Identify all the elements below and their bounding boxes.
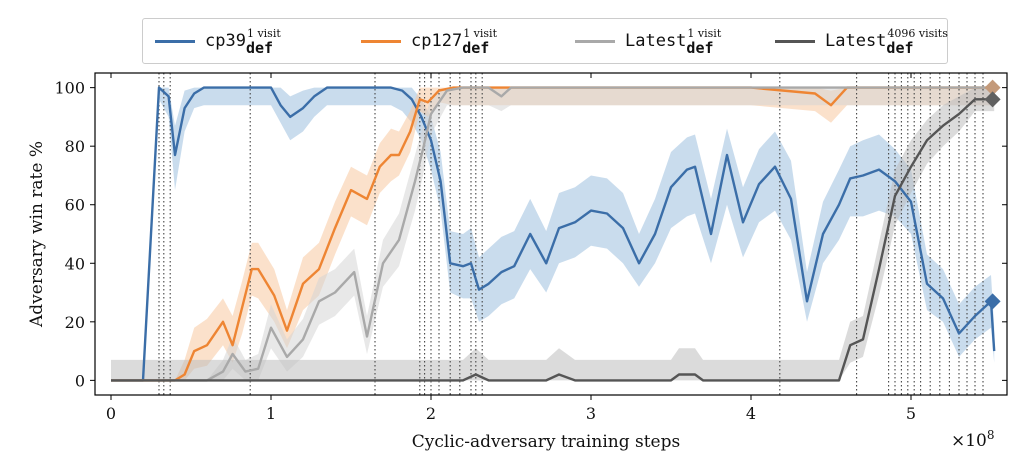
x-tick-label: 0 <box>106 404 116 423</box>
end-marker <box>984 91 1001 108</box>
end-marker <box>984 79 1001 96</box>
series-line-latest-4096 <box>111 98 995 382</box>
y-axis-label: Adversary win rate % <box>27 141 47 328</box>
checkpoint-lines <box>158 73 984 395</box>
series-line-cp127 <box>111 86 995 382</box>
legend-swatch-cp127 <box>361 39 401 43</box>
legend-label-cp39: cp39 <box>205 31 246 51</box>
x-axis-label: Cyclic-adversary training steps <box>412 432 680 452</box>
series-line-cp39 <box>111 86 996 382</box>
end-marker <box>984 293 1001 310</box>
legend-label-cp127: cp127 <box>411 31 463 51</box>
series-lines <box>111 86 996 382</box>
y-tick-label: 40 <box>65 254 85 273</box>
legend-sub-cp39: def <box>245 39 274 57</box>
y-tick-label: 80 <box>65 137 85 156</box>
legend-sup-cp39: 1 visit <box>246 27 281 40</box>
legend-label-latest-1: Latest <box>625 31 687 51</box>
legend-sup-latest-1: 1 visit <box>687 27 722 40</box>
x-multiplier-base: ×10 <box>951 431 987 451</box>
legend-swatch-cp39 <box>155 39 195 43</box>
end-markers <box>984 79 1001 310</box>
plot-frame <box>94 72 1008 396</box>
y-tick-label: 20 <box>65 313 85 332</box>
legend-item-cp127: cp127 1 visit def <box>361 19 497 63</box>
legend-swatch-latest-4096 <box>775 39 815 43</box>
legend-item-cp39: cp39 1 visit def <box>155 19 281 63</box>
x-tick-label: 5 <box>906 404 916 423</box>
legend-sub-latest-1: def <box>686 39 714 57</box>
x-multiplier-exponent: 8 <box>987 428 995 442</box>
y-tick-label: 100 <box>54 79 85 98</box>
legend-sub-cp127: def <box>462 39 490 57</box>
band-cp127 <box>111 87 995 381</box>
y-tick-label: 0 <box>75 371 85 390</box>
band-cp39 <box>111 87 995 381</box>
x-tick-label: 2 <box>426 404 436 423</box>
x-axis-ticks: 0 1 2 3 4 5 <box>106 73 916 423</box>
legend-sub-latest-4096: def <box>886 39 914 57</box>
band-latest-1 <box>111 87 995 381</box>
legend-label-latest-4096: Latest <box>825 31 887 51</box>
y-axis-ticks: 0 20 40 60 80 100 <box>54 79 1007 390</box>
x-tick-label: 1 <box>266 404 276 423</box>
confidence-bands <box>111 87 995 381</box>
legend-item-latest-4096: Latest 4096 visits def <box>775 19 948 63</box>
x-multiplier-label: ×108 <box>951 428 995 451</box>
legend: cp39 1 visit def cp127 1 visit def Latest 1 v… <box>142 18 948 64</box>
legend-item-latest-1: Latest 1 visit def <box>575 19 721 63</box>
x-tick-label: 3 <box>586 404 596 423</box>
legend-swatch-latest-1 <box>575 39 615 43</box>
series-line-latest-1 <box>111 86 995 382</box>
y-tick-label: 60 <box>65 196 85 215</box>
legend-sup-latest-4096: 4096 visits <box>887 27 948 40</box>
legend-sup-cp127: 1 visit <box>463 27 497 40</box>
x-tick-label: 4 <box>746 404 756 423</box>
